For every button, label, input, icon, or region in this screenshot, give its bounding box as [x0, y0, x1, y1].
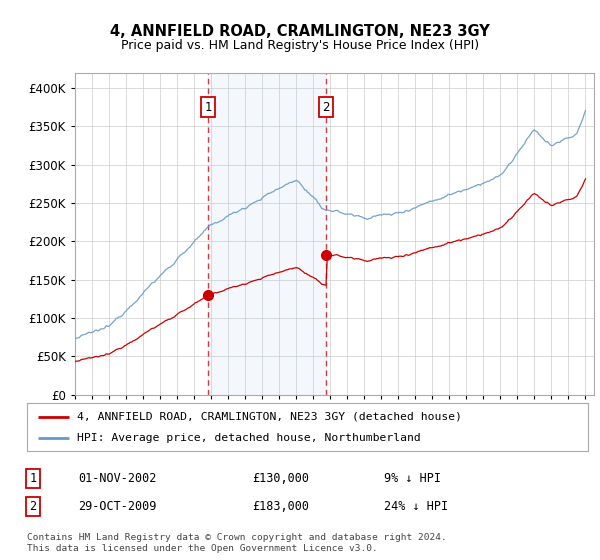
Text: Contains HM Land Registry data © Crown copyright and database right 2024.
This d: Contains HM Land Registry data © Crown c… — [27, 533, 447, 553]
Text: 4, ANNFIELD ROAD, CRAMLINGTON, NE23 3GY: 4, ANNFIELD ROAD, CRAMLINGTON, NE23 3GY — [110, 24, 490, 39]
Bar — [208, 73, 326, 395]
Text: 2: 2 — [29, 500, 37, 514]
Text: 29-OCT-2009: 29-OCT-2009 — [78, 500, 157, 514]
Text: £130,000: £130,000 — [252, 472, 309, 486]
Text: 24% ↓ HPI: 24% ↓ HPI — [384, 500, 448, 514]
Text: HPI: Average price, detached house, Northumberland: HPI: Average price, detached house, Nort… — [77, 433, 421, 444]
Text: 01-NOV-2002: 01-NOV-2002 — [78, 472, 157, 486]
Text: 9% ↓ HPI: 9% ↓ HPI — [384, 472, 441, 486]
Text: £183,000: £183,000 — [252, 500, 309, 514]
Text: Price paid vs. HM Land Registry's House Price Index (HPI): Price paid vs. HM Land Registry's House … — [121, 39, 479, 52]
Text: 1: 1 — [205, 101, 212, 114]
Text: 2: 2 — [322, 101, 330, 114]
Text: 4, ANNFIELD ROAD, CRAMLINGTON, NE23 3GY (detached house): 4, ANNFIELD ROAD, CRAMLINGTON, NE23 3GY … — [77, 412, 463, 422]
Text: 1: 1 — [29, 472, 37, 486]
